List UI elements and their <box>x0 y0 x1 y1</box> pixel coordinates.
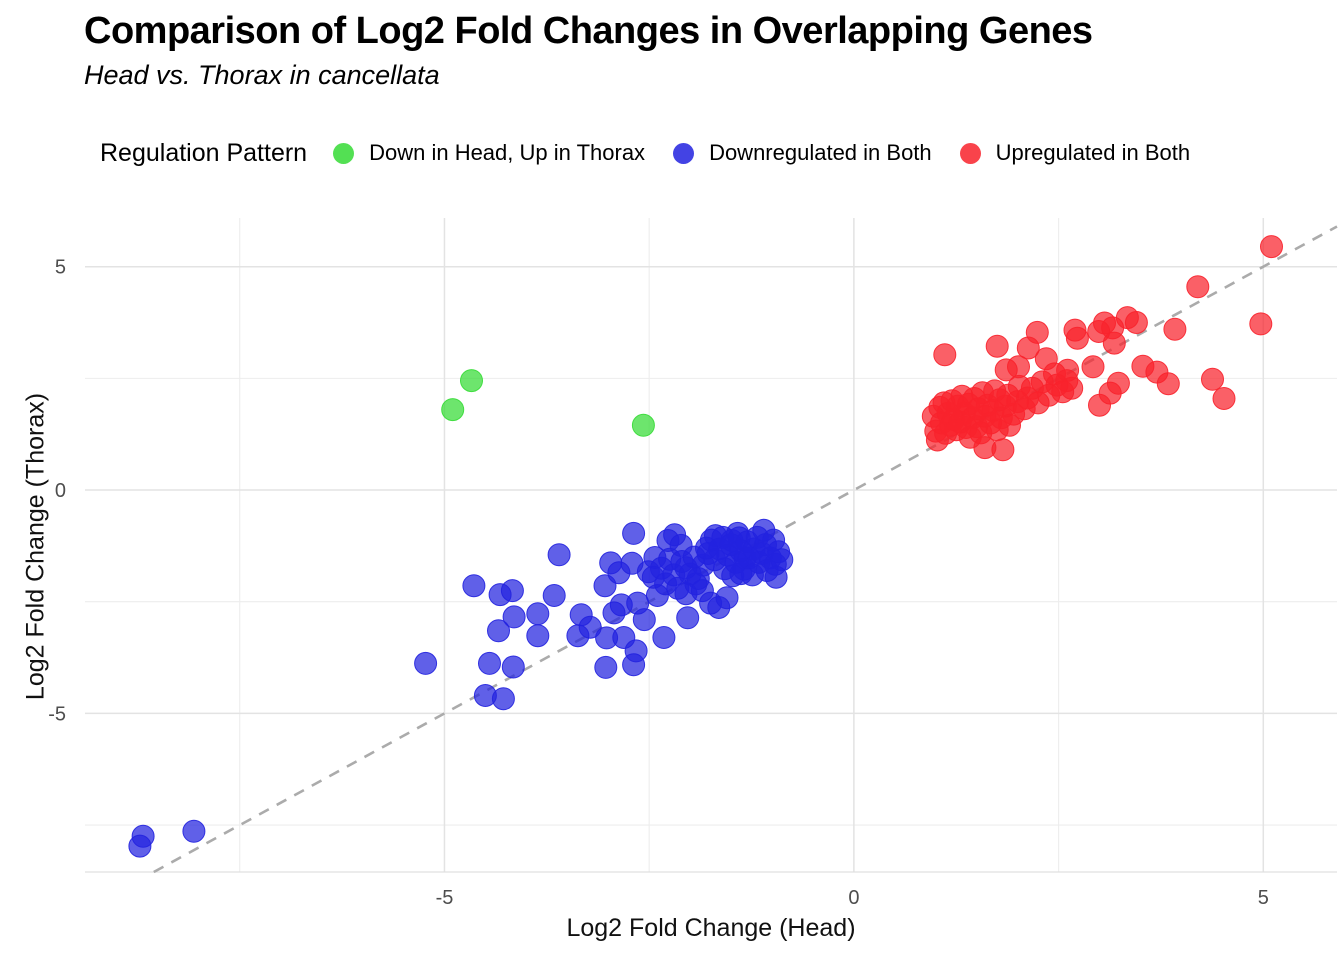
data-point <box>182 819 206 843</box>
series-down-head-up-thorax <box>441 369 655 437</box>
data-point <box>690 579 714 603</box>
series-downregulated-both <box>128 518 794 858</box>
data-point <box>622 521 646 545</box>
data-point <box>631 413 655 437</box>
data-point <box>933 343 957 367</box>
data-point <box>526 602 550 626</box>
data-point <box>1260 235 1283 259</box>
data-point <box>632 608 656 632</box>
data-point <box>502 605 526 629</box>
data-point <box>1201 367 1224 391</box>
data-point <box>1163 317 1187 341</box>
data-point <box>578 615 602 639</box>
data-point <box>764 565 788 589</box>
data-point <box>1249 312 1273 336</box>
data-point <box>1016 336 1040 360</box>
data-point <box>501 655 525 679</box>
x-tick-label: 0 <box>848 887 859 909</box>
data-point <box>460 369 483 393</box>
data-point <box>1065 326 1089 350</box>
legend-item: Downregulated in Both <box>673 140 932 166</box>
data-point <box>1124 311 1148 334</box>
data-point <box>1102 331 1126 355</box>
legend-title: Regulation Pattern <box>100 138 308 167</box>
data-point <box>128 834 152 858</box>
data-point <box>1212 387 1236 410</box>
legend-item-label: Upregulated in Both <box>995 140 1191 165</box>
data-point <box>478 651 501 675</box>
y-axis-title: Log2 Fold Change (Thorax) <box>21 392 50 701</box>
data-point <box>1186 275 1210 299</box>
data-point <box>1055 369 1079 393</box>
legend-item: Down in Head, Up in Thorax <box>333 140 645 166</box>
x-tick-label: -5 <box>436 887 454 909</box>
data-point <box>1156 372 1180 396</box>
y-tick-label: 5 <box>55 257 66 279</box>
identity-line <box>153 225 1338 874</box>
data-point <box>594 655 618 679</box>
legend-item-label: Downregulated in Both <box>709 140 932 165</box>
data-point <box>994 358 1018 382</box>
data-point <box>491 687 515 711</box>
y-tick-label: 0 <box>55 480 66 502</box>
data-point <box>676 606 700 630</box>
data-point <box>985 334 1009 358</box>
x-axis-title: Log2 Fold Change (Head) <box>566 914 856 942</box>
legend-dot-icon <box>959 142 981 164</box>
data-point <box>715 586 739 610</box>
data-point <box>542 584 566 607</box>
y-tick-labels: -5 0 5 <box>48 257 66 726</box>
data-point <box>752 518 776 542</box>
data-point <box>487 619 510 643</box>
legend: Regulation Pattern Down in Head, Up in T… <box>100 134 1218 172</box>
data-point <box>652 626 676 649</box>
gridlines-major <box>85 218 1337 872</box>
x-tick-labels: -5 0 5 <box>436 887 1269 909</box>
y-tick-label: -5 <box>48 703 66 725</box>
data-point <box>622 653 646 677</box>
data-point <box>526 624 550 648</box>
data-point <box>500 579 524 603</box>
chart-subtitle: Head vs. Thorax in cancellata <box>84 60 440 90</box>
legend-dot-icon <box>673 142 695 164</box>
legend-item-label: Down in Head, Up in Thorax <box>369 140 646 165</box>
x-tick-label: 5 <box>1258 887 1269 909</box>
legend-item: Upregulated in Both <box>959 140 1191 166</box>
data-point <box>991 438 1015 462</box>
chart-title: Comparison of Log2 Fold Changes in Overl… <box>84 10 1093 52</box>
series-upregulated-both <box>921 235 1283 462</box>
legend-dot-icon <box>333 142 355 164</box>
data-point <box>414 651 438 675</box>
data-point <box>1087 320 1111 343</box>
data-point <box>441 398 465 422</box>
data-point <box>1081 355 1105 379</box>
data-point <box>1088 393 1111 417</box>
data-point <box>547 543 571 567</box>
data-point <box>462 574 486 598</box>
